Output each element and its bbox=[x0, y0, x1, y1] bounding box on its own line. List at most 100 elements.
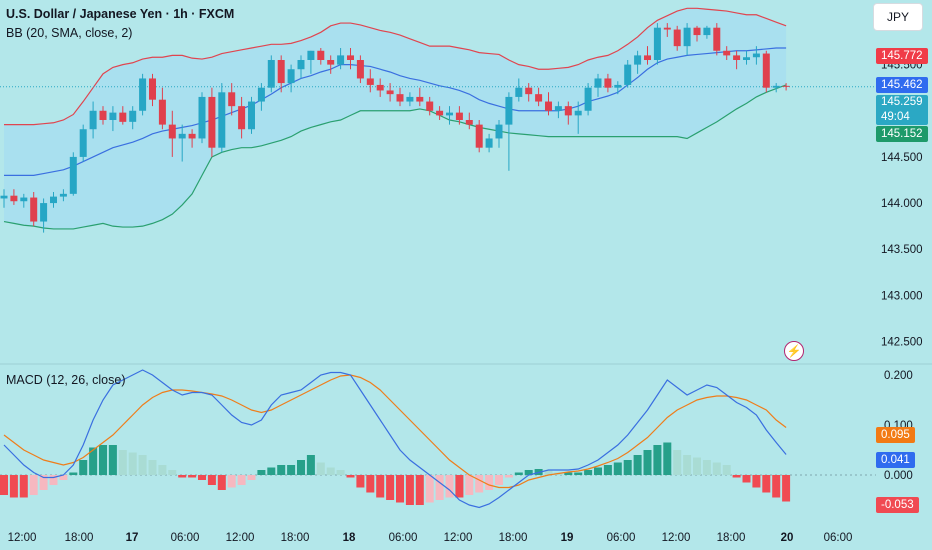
macd-histogram-bar bbox=[405, 475, 414, 505]
macd-histogram-bar bbox=[643, 450, 652, 475]
candle-body bbox=[366, 78, 374, 85]
candle-body bbox=[0, 195, 8, 199]
time-tick-label: 19 bbox=[561, 532, 574, 544]
macd-histogram-bar bbox=[663, 442, 672, 475]
candle-body bbox=[386, 90, 394, 95]
macd-histogram-bar bbox=[366, 475, 375, 493]
candle-body bbox=[545, 101, 552, 111]
macd-histogram-bar bbox=[732, 475, 741, 478]
macd-histogram-bar bbox=[475, 475, 484, 493]
candle-body bbox=[663, 27, 671, 30]
macd-histogram-bar bbox=[742, 475, 751, 483]
candle-body bbox=[752, 53, 760, 58]
macd-histogram-bar bbox=[712, 462, 721, 475]
candle-body bbox=[436, 110, 444, 116]
macd-histogram-bar bbox=[138, 455, 147, 475]
candle-body bbox=[644, 55, 651, 60]
macd-histogram-bar bbox=[356, 475, 365, 488]
bb-band-fill bbox=[4, 8, 787, 229]
candle-body bbox=[713, 27, 721, 51]
candle-body bbox=[40, 203, 48, 222]
macd-histogram-bar bbox=[653, 445, 662, 475]
candle-body bbox=[614, 84, 622, 88]
candle-body bbox=[238, 106, 246, 130]
macd-histogram-bar bbox=[158, 465, 167, 475]
macd-histogram-bar bbox=[128, 452, 137, 475]
candle-body bbox=[733, 55, 741, 60]
macd-signal-tag: 0.095 bbox=[876, 427, 915, 443]
last-price-value: 145.259 bbox=[881, 96, 923, 108]
macd-histogram-bar bbox=[346, 475, 355, 478]
candle-body bbox=[485, 138, 493, 148]
candle-body bbox=[347, 55, 354, 60]
currency-button[interactable]: JPY bbox=[873, 3, 923, 31]
candle-body bbox=[634, 55, 642, 65]
bb-indicator-label[interactable]: BB (20, SMA, close, 2) bbox=[6, 26, 133, 40]
lightning-icon[interactable]: ⚡ bbox=[784, 341, 804, 361]
candle-body bbox=[10, 195, 18, 202]
macd-histogram-bar bbox=[722, 465, 731, 475]
time-tick-label: 12:00 bbox=[662, 532, 691, 544]
macd-histogram-bar bbox=[465, 475, 474, 495]
macd-tick-label: 0.200 bbox=[884, 370, 913, 382]
candle-body bbox=[218, 92, 226, 148]
candle-body bbox=[208, 96, 216, 148]
macd-histogram-bar bbox=[69, 472, 78, 475]
symbol-title[interactable]: U.S. Dollar / Japanese Yen · 1h · FXCM bbox=[6, 7, 235, 21]
candle-body bbox=[653, 27, 661, 61]
macd-histogram-bar bbox=[495, 475, 503, 485]
macd-histogram-bar bbox=[425, 475, 434, 503]
macd-histogram-bar bbox=[633, 455, 642, 475]
candle-body bbox=[178, 133, 186, 139]
time-tick-label: 06:00 bbox=[607, 532, 636, 544]
time-tick-label: 12:00 bbox=[444, 532, 473, 544]
bb-lower-tag: 145.152 bbox=[876, 126, 928, 142]
macd-histogram-bar bbox=[29, 475, 38, 495]
bb-basis-tag: 145.462 bbox=[876, 77, 928, 93]
candle-body bbox=[594, 78, 602, 88]
macd-indicator-label[interactable]: MACD (12, 26, close) bbox=[6, 373, 126, 387]
macd-histogram-bar bbox=[445, 475, 454, 498]
time-tick-label: 18:00 bbox=[717, 532, 746, 544]
macd-histogram-bar bbox=[386, 475, 395, 500]
macd-histogram-bar bbox=[89, 447, 98, 475]
candle-body bbox=[129, 110, 137, 122]
candle-body bbox=[30, 197, 38, 222]
candle-body bbox=[446, 112, 453, 116]
macd-histogram-bar bbox=[762, 475, 771, 493]
candle-body bbox=[782, 85, 790, 87]
candle-body bbox=[475, 124, 483, 148]
candle-body bbox=[525, 87, 533, 95]
macd-histogram-bar bbox=[693, 457, 701, 475]
candle-body bbox=[89, 110, 97, 130]
candle-body bbox=[535, 94, 543, 102]
candle-body bbox=[564, 106, 572, 116]
macd-histogram-bar bbox=[623, 460, 632, 475]
macd-hist-tag: -0.053 bbox=[876, 497, 919, 513]
time-tick-label: 18 bbox=[343, 532, 356, 544]
candle-body bbox=[743, 57, 750, 60]
price-tick-label: 144.000 bbox=[881, 198, 923, 210]
candle-body bbox=[59, 193, 67, 197]
macd-histogram-bar bbox=[514, 472, 523, 475]
candle-body bbox=[515, 87, 523, 97]
candle-body bbox=[139, 78, 147, 111]
macd-histogram-bar bbox=[504, 475, 513, 478]
candle-body bbox=[772, 85, 780, 88]
bb-basis-line bbox=[4, 47, 787, 176]
macd-histogram-bar bbox=[188, 475, 197, 478]
macd-histogram-bar bbox=[267, 467, 276, 475]
macd-histogram-bar bbox=[247, 475, 256, 480]
macd-tick-label: 0.000 bbox=[884, 470, 913, 482]
candle-body bbox=[317, 50, 325, 60]
candle-body bbox=[99, 110, 107, 120]
macd-histogram-bar bbox=[485, 475, 494, 490]
bb-lower-line bbox=[3, 84, 787, 230]
macd-histogram-bar bbox=[178, 475, 187, 478]
macd-histogram-bar bbox=[297, 460, 305, 475]
macd-histogram-bar bbox=[316, 462, 325, 475]
candle-body bbox=[693, 27, 701, 36]
macd-histogram-bar bbox=[524, 470, 533, 475]
macd-histogram-bar bbox=[336, 470, 345, 475]
